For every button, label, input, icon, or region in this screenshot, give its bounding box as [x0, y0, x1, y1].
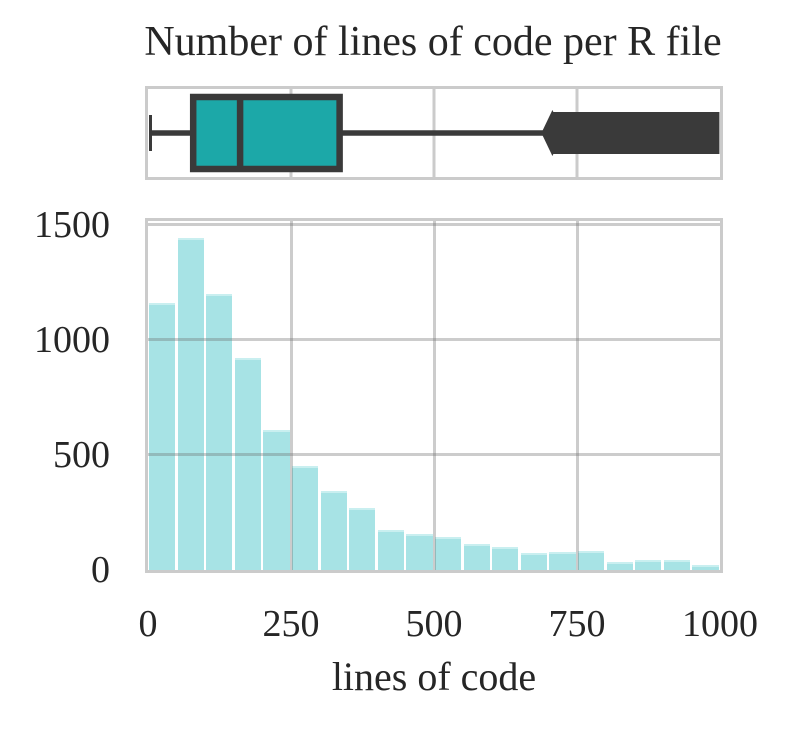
gridline-vertical [575, 221, 579, 570]
y-tick-label: 1500 [34, 203, 110, 246]
histogram-bar [406, 533, 433, 570]
histogram-bar [206, 293, 233, 570]
histogram-bar [492, 547, 519, 570]
histogram-bar [234, 358, 261, 570]
y-tick-label: 1000 [34, 318, 110, 361]
x-tick-label: 750 [548, 603, 606, 645]
histogram-bar [349, 508, 376, 570]
histogram-bar [177, 237, 204, 570]
histogram-bar [606, 561, 633, 570]
x-tick-label: 250 [262, 603, 320, 645]
boxplot [149, 89, 720, 177]
x-axis-label: lines of code [331, 654, 537, 699]
histogram-bar [320, 490, 347, 570]
y-tick-label: 500 [53, 433, 110, 476]
histogram-bar [377, 530, 404, 570]
iqr-box [189, 93, 343, 173]
histogram-bar [549, 551, 576, 570]
boxplot-panel [145, 86, 723, 180]
histogram-bar [463, 543, 490, 570]
y-tick-label: 0 [91, 549, 110, 591]
gridline-vertical [289, 221, 293, 570]
gridline-vertical [432, 221, 436, 570]
outlier-cluster [552, 112, 720, 154]
histogram-bar [263, 429, 290, 570]
histogram-plot-area [148, 221, 720, 570]
histogram-bar [292, 466, 319, 570]
gridline-horizontal [148, 338, 720, 342]
histogram-bar [520, 552, 547, 570]
histogram-bar [578, 551, 605, 570]
x-tick-label: 500 [405, 603, 463, 645]
histogram-bar [663, 559, 690, 570]
histogram-bar [635, 560, 662, 570]
histogram-panel [145, 218, 723, 573]
histogram-bar [435, 536, 462, 570]
x-tick-label: 1000 [682, 603, 758, 645]
x-tick-label: 0 [138, 603, 158, 645]
gridline-horizontal [148, 223, 720, 227]
histogram-bar [149, 303, 176, 570]
chart-title: Number of lines of code per R file [144, 19, 722, 65]
histogram-bar [692, 564, 719, 570]
gridline-horizontal [148, 453, 720, 457]
